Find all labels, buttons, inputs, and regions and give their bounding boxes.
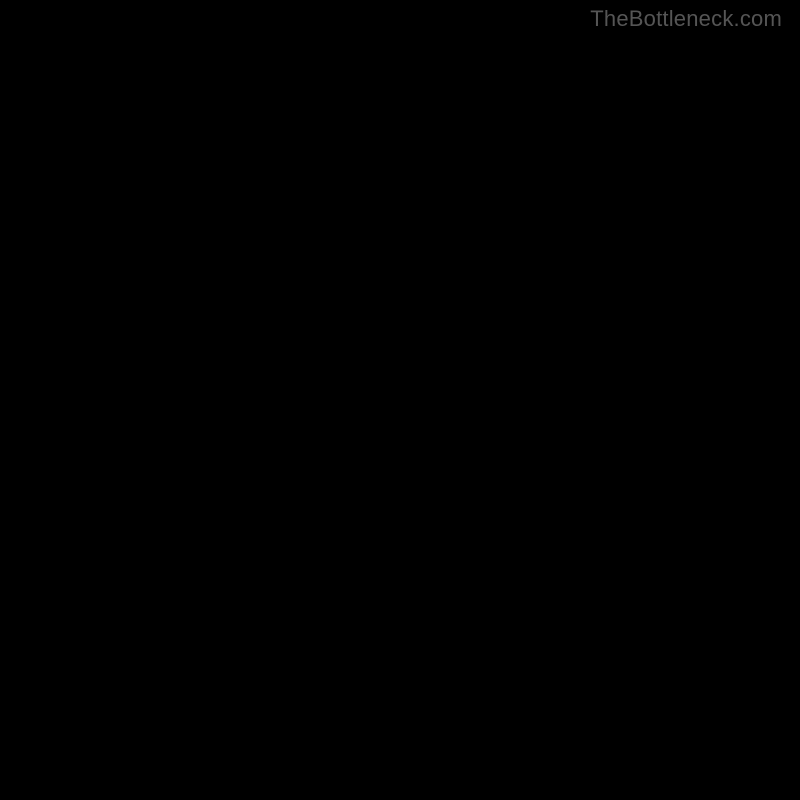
chart-container: TheBottleneck.com	[0, 0, 800, 800]
watermark-label: TheBottleneck.com	[590, 6, 782, 32]
heatmap-canvas	[0, 0, 800, 800]
